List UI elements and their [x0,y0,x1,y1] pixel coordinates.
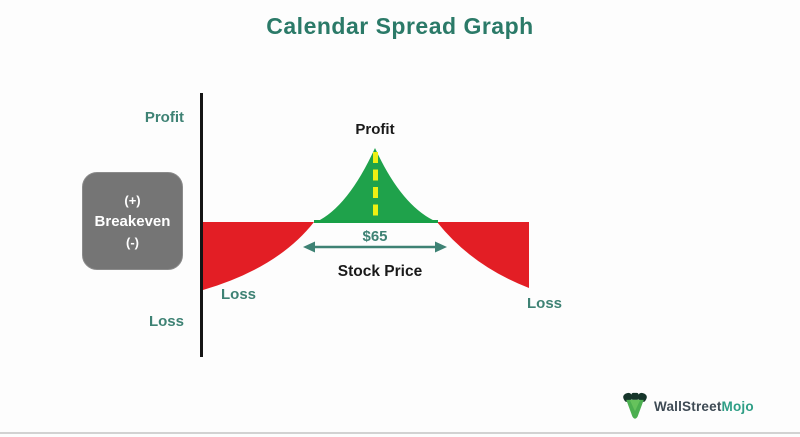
loss-right-label: Loss [527,295,563,312]
loss-left-label: Loss [221,286,257,303]
breakeven-plus-sign: (+) [124,192,141,208]
breakeven-label: Breakeven [94,212,171,230]
breakeven-minus-sign: (-) [126,234,139,250]
loss-area-right [437,222,529,288]
peak-profit-label: Profit [355,121,395,138]
logo-wordmark: WallStreetMojo [654,399,754,414]
bottom-divider [0,432,800,434]
logo-text-mojo: Mojo [721,398,754,414]
strike-price-label: $65 [362,228,388,245]
strike-width-arrow [303,241,447,253]
bull-icon [623,392,647,419]
loss-area-left [203,222,314,290]
y-axis-profit-label: Profit [144,109,184,126]
profit-area [316,148,437,222]
x-axis-label: Stock Price [337,263,423,280]
logo-text-wallstreet: WallStreet [654,398,722,414]
breakeven-legend-box: (+) Breakeven (-) [82,172,183,270]
y-axis-loss-label: Loss [148,313,184,330]
chart-title: Calendar Spread Graph [266,13,534,39]
wallstreetmojo-logo: WallStreetMojo [621,390,754,422]
